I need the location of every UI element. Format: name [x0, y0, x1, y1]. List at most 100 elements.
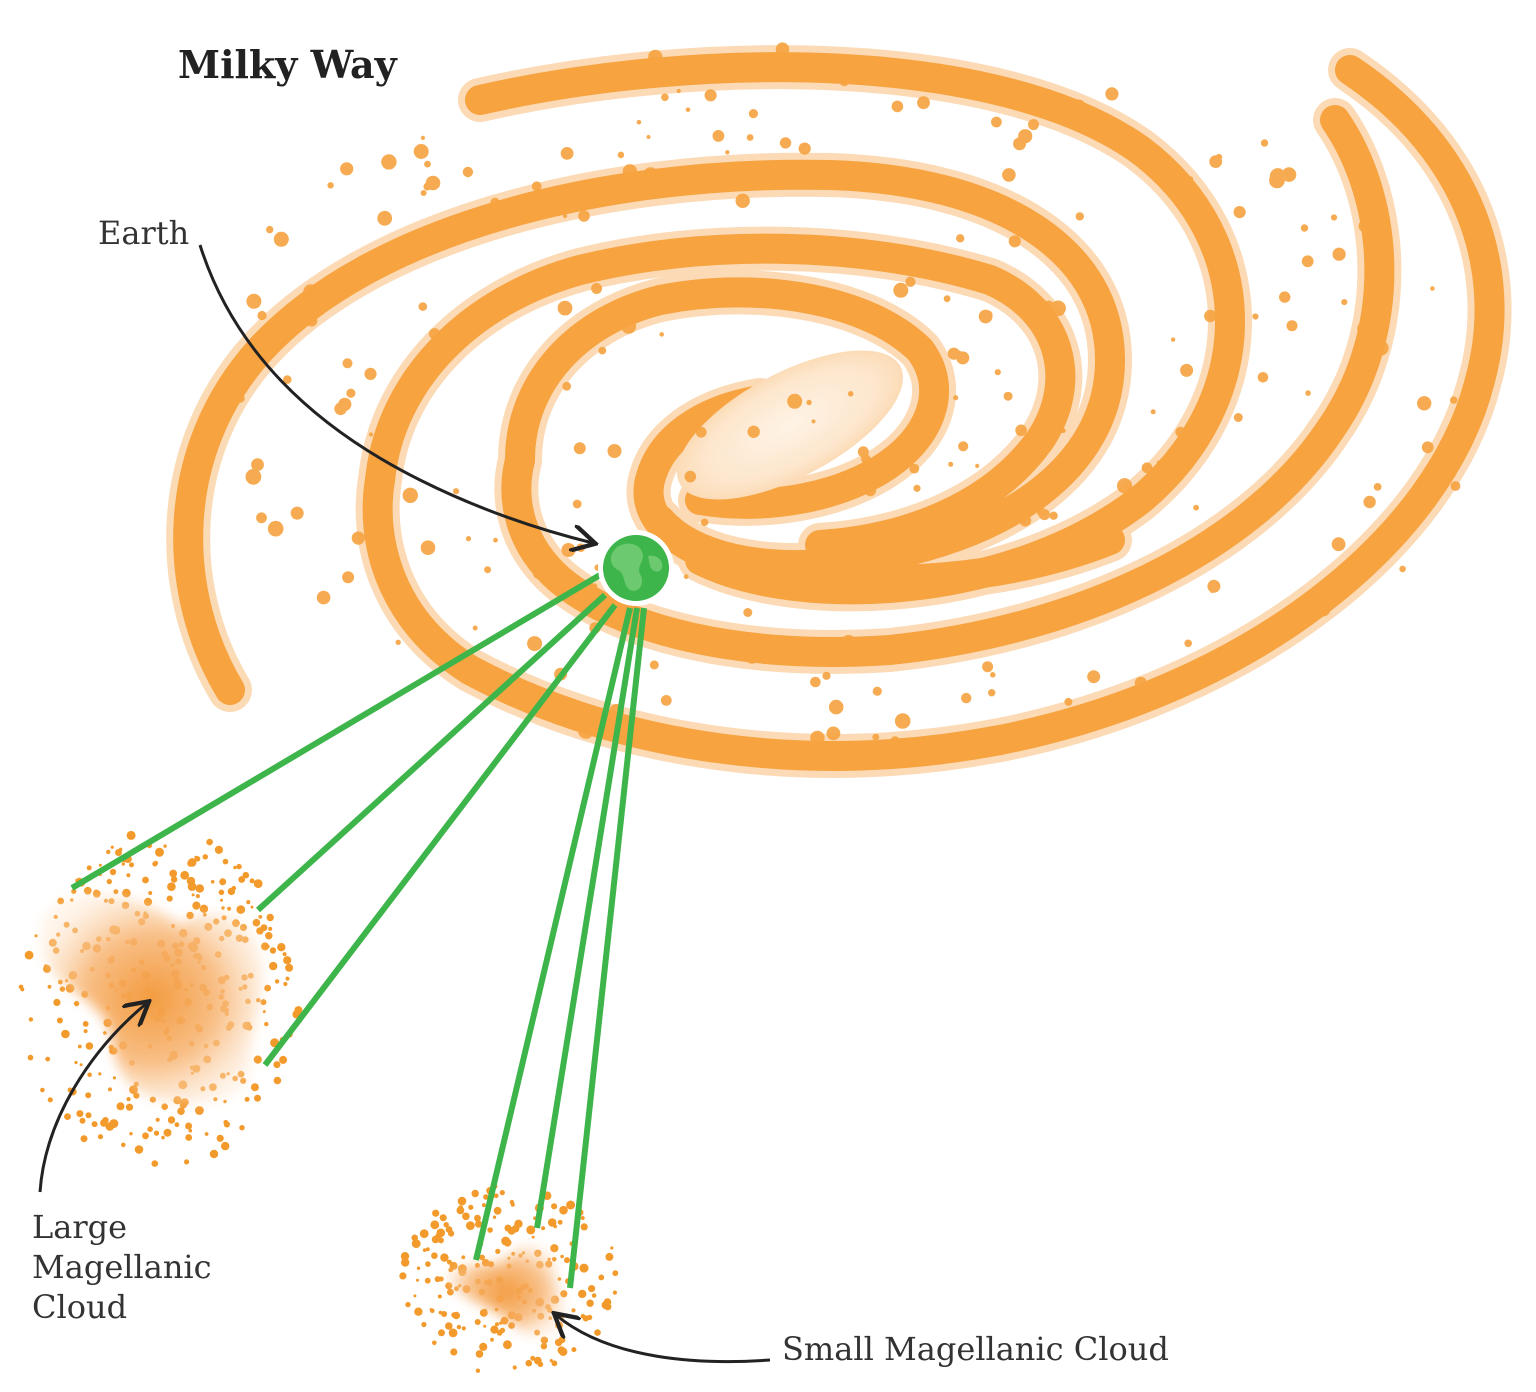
lmc-particle-dot	[163, 1128, 172, 1137]
smc-particle-dot	[493, 1193, 499, 1199]
galaxy-star-dot	[591, 334, 598, 341]
galaxy-star-dot	[1072, 99, 1086, 113]
lmc-particle-dot	[242, 871, 250, 879]
milky-way-galaxy	[166, 42, 1512, 778]
galaxy-star-dot	[907, 562, 922, 577]
sightline-smc-3	[567, 607, 647, 1289]
smc-particle-dot	[416, 1266, 421, 1270]
galaxy-star-dot	[1060, 428, 1066, 434]
lmc-particle-dot	[246, 900, 251, 905]
galaxy-star-dot	[462, 166, 474, 178]
galaxy-star-dot	[340, 162, 354, 176]
galaxy-star-dot	[1269, 172, 1285, 189]
smc-particle-dot	[438, 1329, 445, 1337]
lmc-particle-dot	[161, 1135, 165, 1140]
galaxy-star-dot	[246, 293, 262, 309]
lmc-particle-dot	[85, 1112, 92, 1119]
galaxy-star-dot	[748, 109, 759, 119]
galaxy-star-dot	[1064, 697, 1073, 706]
lmc-particle-dot	[77, 1044, 82, 1049]
smc-particle-dot	[413, 1294, 417, 1298]
lmc-particle-dot	[285, 976, 290, 981]
galaxy-star-dot	[578, 722, 594, 739]
earth-continents-icon	[610, 543, 663, 591]
smc-particle-dot	[571, 1308, 576, 1313]
smc-particle-dot	[401, 1258, 410, 1267]
galaxy-star-dot	[1087, 670, 1101, 684]
lmc-particle-dot	[27, 1054, 34, 1061]
galaxy-star-dot	[684, 470, 697, 483]
lmc-particle-dot	[121, 1142, 126, 1148]
smc-particle-dot	[431, 1235, 440, 1244]
galaxy-star-dot	[1337, 399, 1344, 407]
smc-particle-dot	[405, 1301, 411, 1308]
smc-particle-dot	[447, 1288, 454, 1296]
smc-particle-dot	[612, 1270, 619, 1277]
galaxy-star-dot	[527, 636, 543, 652]
lmc-label-line-2: Magellanic	[32, 1248, 212, 1286]
lmc-particle-dot	[133, 1092, 140, 1099]
galaxy-star-dot	[283, 375, 292, 384]
lmc-particle-dot	[262, 1010, 266, 1014]
smc-particle-dot	[451, 1312, 457, 1318]
galaxy-star-dot	[990, 672, 996, 678]
galaxy-star-dot	[958, 441, 969, 452]
galaxy-star-dot	[1306, 617, 1313, 624]
lmc-particle-dot	[109, 1119, 119, 1129]
galaxy-star-dot	[1341, 299, 1348, 306]
sightline-lmc-1	[70, 572, 602, 891]
galaxy-star-dot	[617, 151, 625, 159]
galaxy-star-dot	[989, 205, 1002, 218]
lmc-particle-dot	[185, 1122, 193, 1130]
lmc-particle-dot	[180, 870, 190, 880]
lmc-particle-dot	[199, 904, 209, 913]
smc-particle-dot	[541, 1226, 546, 1231]
galaxy-star-dot	[504, 477, 520, 493]
galaxy-star-dot	[685, 107, 691, 112]
lmc-particle-dot	[91, 1121, 98, 1128]
smc-particle-dot	[537, 1361, 544, 1368]
lmc-particle-dot	[277, 943, 286, 952]
galaxy-star-dot	[798, 142, 811, 155]
lmc-particle-dot	[148, 891, 153, 895]
galaxy-star-dot	[342, 358, 353, 369]
lmc-particle-dot	[167, 882, 176, 891]
galaxy-star-dot	[351, 531, 365, 545]
galaxy-star-dot	[562, 213, 568, 219]
galaxy-star-dot	[1331, 537, 1346, 552]
galaxy-star-dot	[1430, 286, 1435, 291]
lmc-particle-dot	[47, 984, 52, 989]
lmc-particle-dot	[273, 1076, 282, 1085]
galaxy-star-dot	[1175, 426, 1186, 438]
galaxy-star-dot	[704, 89, 717, 102]
galaxy-star-dot	[1286, 320, 1298, 332]
galaxy-star-dot	[487, 676, 501, 689]
lmc-particle-dot	[97, 1134, 104, 1140]
galaxy-star-dot	[472, 625, 478, 631]
galaxy-star-dot	[927, 563, 938, 573]
galaxy-star-dot	[493, 537, 498, 543]
smc-particle-dot	[493, 1206, 502, 1215]
galaxy-star-dot	[648, 49, 663, 64]
smc-particle-dot	[551, 1257, 557, 1262]
galaxy-star-dot	[560, 147, 574, 160]
smc-particle-dot	[414, 1307, 423, 1316]
smc-particle-dot	[610, 1246, 614, 1250]
galaxy-star-dot	[405, 383, 412, 391]
galaxy-star-dot	[680, 299, 686, 305]
smc-particle-dot	[475, 1220, 483, 1228]
lmc-particle-dot	[102, 1117, 109, 1124]
galaxy-star-dot	[428, 328, 441, 340]
galaxy-star-dot	[745, 649, 759, 664]
smc-particle-dot	[553, 1224, 557, 1229]
galaxy-star-dot	[598, 346, 607, 355]
galaxy-star-dot	[975, 463, 980, 468]
galaxy-star-dot	[1330, 214, 1338, 221]
galaxy-star-dot	[1363, 495, 1376, 509]
smc-particle-dot	[411, 1239, 421, 1248]
lmc-particle-dot	[223, 1121, 230, 1128]
lmc-particle-dot	[266, 913, 274, 922]
lmc-particle-dot	[152, 861, 158, 867]
lmc-label-line-3: Cloud	[32, 1288, 127, 1326]
galaxy-star-dot	[1193, 190, 1203, 200]
